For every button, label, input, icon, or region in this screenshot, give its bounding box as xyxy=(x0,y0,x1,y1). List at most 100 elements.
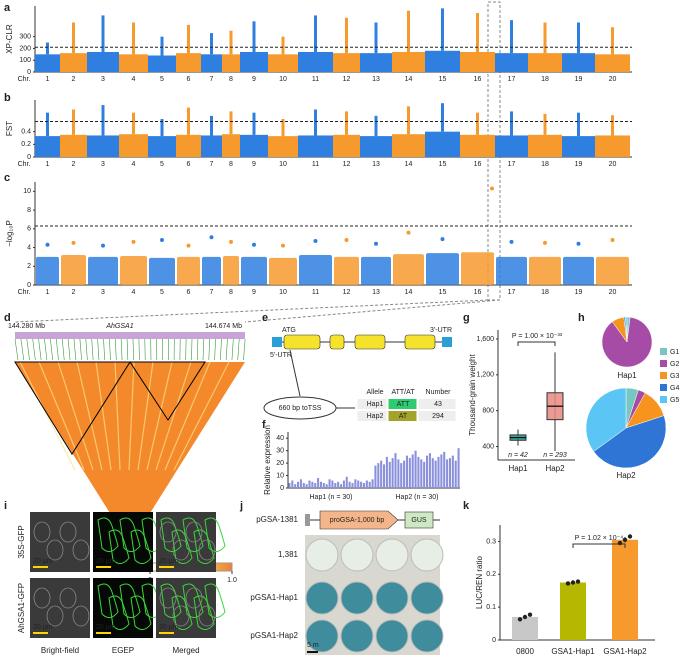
x-tick-label: 9 xyxy=(252,161,256,168)
table-cell-text: Hap1 xyxy=(367,401,384,408)
legend-label: G3 xyxy=(670,373,679,380)
point xyxy=(627,534,633,539)
x-tick-label: GSA1-Hap2 xyxy=(603,647,647,656)
cell-outline xyxy=(204,517,226,552)
x-tick-label: 18 xyxy=(541,161,549,168)
snp-link xyxy=(115,338,117,361)
signal-band xyxy=(240,134,268,157)
y-tick-label: 20 xyxy=(276,460,284,467)
well xyxy=(375,581,409,615)
legend-swatch xyxy=(660,348,667,355)
point xyxy=(517,617,523,622)
x-tick-label: 7 xyxy=(210,161,214,168)
y-tick-label: 8 xyxy=(27,207,31,214)
x-tick-label: 19 xyxy=(575,289,583,296)
x-tick-label: 5 xyxy=(160,76,164,83)
ld-stripe xyxy=(146,361,173,471)
peak xyxy=(281,243,285,248)
x-tick-label: 8 xyxy=(229,289,233,296)
well xyxy=(375,538,409,572)
y-tick-label: 6 xyxy=(27,226,31,233)
signal-band xyxy=(392,51,425,72)
ld-start: 144.280 Mb xyxy=(8,323,45,330)
group-label: Hap2 (n = 30) xyxy=(396,494,439,501)
panel-label: d xyxy=(4,312,11,324)
x-tick-label: 1 xyxy=(46,76,50,83)
cell xyxy=(198,605,216,627)
ld-stripe xyxy=(76,361,103,471)
bar xyxy=(385,456,388,488)
bar xyxy=(383,464,386,488)
y-axis-label: Relative expression xyxy=(263,425,272,495)
signal-band xyxy=(563,256,594,285)
pointer xyxy=(289,349,301,397)
bar xyxy=(454,460,457,488)
x-tick-label: 2 xyxy=(72,161,76,168)
bar xyxy=(423,461,426,488)
signal-band xyxy=(268,136,298,157)
bar xyxy=(414,450,417,488)
signal-band xyxy=(333,134,360,157)
panel-label: c xyxy=(4,172,10,184)
cell xyxy=(59,521,77,543)
x-tick-label: 10 xyxy=(279,161,287,168)
legend-label: G5 xyxy=(670,397,679,404)
bar xyxy=(420,459,423,488)
signal-band xyxy=(393,254,424,285)
bar xyxy=(428,453,431,488)
chr-prefix: Chr. xyxy=(18,161,31,168)
utr xyxy=(442,337,452,347)
cell-outline xyxy=(160,583,182,618)
tss-label: 660 bp toTSS xyxy=(279,405,322,412)
signal-band xyxy=(148,55,176,72)
snp-link xyxy=(44,338,48,361)
bar xyxy=(322,483,325,488)
scale-label: 20 μm xyxy=(33,558,53,565)
cell-outline xyxy=(119,517,141,552)
snp-link xyxy=(231,338,234,361)
point xyxy=(570,580,576,585)
legend-swatch xyxy=(660,360,667,367)
bar xyxy=(342,480,345,488)
y-axis-label: LUC/REN ratio xyxy=(475,556,484,609)
table-cell-text: AT xyxy=(399,413,408,420)
signal-band xyxy=(36,256,59,285)
y-tick-label: 40 xyxy=(276,435,284,442)
well xyxy=(305,619,339,653)
y-axis-label: FST xyxy=(5,121,14,136)
signal-band xyxy=(495,135,528,157)
panel-label: k xyxy=(463,500,470,512)
signal-band xyxy=(148,136,176,157)
snp-link xyxy=(97,338,100,361)
y-tick-label: 4 xyxy=(27,244,31,251)
bar xyxy=(391,458,394,488)
x-tick-label: 2 xyxy=(72,76,76,83)
x-tick-label: 5 xyxy=(160,161,164,168)
cell-outline xyxy=(97,517,119,552)
utr3-label: 3'-UTR xyxy=(430,327,452,334)
x-tick-label: 11 xyxy=(312,76,319,83)
ld-block-outline xyxy=(14,361,131,455)
bar xyxy=(451,455,454,488)
x-tick-label: 3 xyxy=(101,76,105,83)
peak xyxy=(252,242,256,247)
cell xyxy=(59,587,77,609)
snp-link xyxy=(61,338,65,361)
bar xyxy=(337,481,340,488)
peak xyxy=(160,238,164,243)
signal-band xyxy=(426,253,459,285)
x-tick-label: 18 xyxy=(541,289,549,296)
peak xyxy=(45,242,50,247)
signal-band xyxy=(360,136,392,157)
promoter xyxy=(319,510,399,530)
legend-swatch xyxy=(660,384,667,391)
row-label: pGSA1-Hap1 xyxy=(250,593,298,602)
scale-label: 20 μm xyxy=(159,558,179,565)
bar xyxy=(400,463,403,488)
cell xyxy=(172,605,190,627)
signal-band xyxy=(460,51,495,72)
signal-band xyxy=(149,257,175,285)
scale-label: 20 μm xyxy=(96,558,116,565)
x-tick-label: 13 xyxy=(372,289,380,296)
